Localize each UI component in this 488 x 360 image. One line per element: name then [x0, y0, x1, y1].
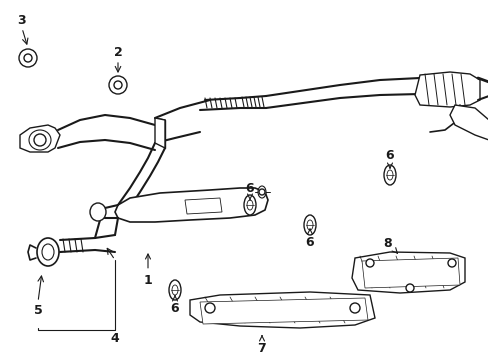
Polygon shape [190, 292, 374, 328]
Text: 1: 1 [143, 254, 152, 287]
Ellipse shape [29, 130, 51, 150]
Text: 6: 6 [385, 149, 393, 168]
Polygon shape [414, 72, 479, 107]
Ellipse shape [258, 186, 265, 198]
Ellipse shape [306, 220, 312, 230]
Polygon shape [115, 188, 267, 222]
Text: 4: 4 [110, 332, 119, 345]
Polygon shape [184, 198, 222, 214]
Circle shape [447, 259, 455, 267]
Circle shape [109, 76, 127, 94]
Ellipse shape [244, 195, 256, 215]
Text: 6: 6 [305, 229, 314, 248]
Text: 2: 2 [113, 45, 122, 59]
Circle shape [204, 303, 215, 313]
Circle shape [405, 284, 413, 292]
Ellipse shape [304, 215, 315, 235]
Circle shape [365, 259, 373, 267]
Polygon shape [155, 118, 164, 148]
Polygon shape [200, 298, 367, 324]
Text: 5: 5 [34, 303, 42, 316]
Text: 6: 6 [170, 296, 179, 315]
Text: 3: 3 [18, 14, 26, 27]
Polygon shape [20, 125, 60, 152]
Circle shape [34, 134, 46, 146]
Ellipse shape [246, 200, 252, 210]
Text: 7: 7 [257, 336, 266, 355]
Text: 6: 6 [245, 181, 254, 200]
Circle shape [19, 49, 37, 67]
Ellipse shape [172, 285, 178, 295]
Ellipse shape [42, 244, 54, 260]
Circle shape [259, 189, 264, 195]
Circle shape [24, 54, 32, 62]
Polygon shape [351, 252, 464, 293]
Text: 8: 8 [383, 237, 397, 253]
Ellipse shape [37, 238, 59, 266]
Circle shape [114, 81, 122, 89]
Ellipse shape [386, 170, 392, 180]
Ellipse shape [169, 280, 181, 300]
Polygon shape [449, 105, 488, 140]
Ellipse shape [383, 165, 395, 185]
Ellipse shape [90, 203, 106, 221]
Polygon shape [361, 258, 459, 288]
Circle shape [349, 303, 359, 313]
